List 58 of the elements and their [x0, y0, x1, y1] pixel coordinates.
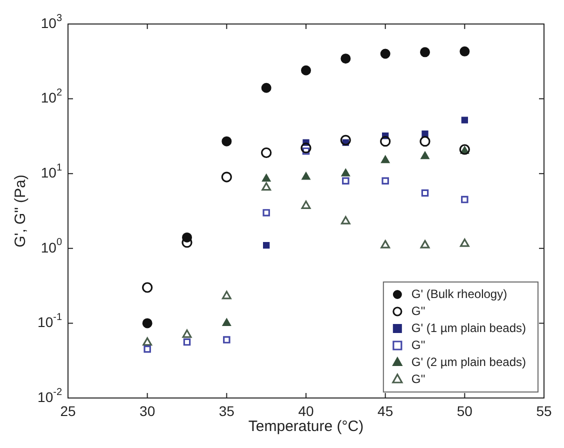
legend-label: G' (1 µm plain beads): [411, 320, 526, 335]
point: [144, 346, 151, 353]
legend-label: G'': [411, 338, 426, 352]
point: [182, 329, 192, 338]
x-tick-label: 40: [298, 402, 314, 419]
point: [301, 65, 311, 76]
point: [460, 238, 470, 247]
point: [302, 147, 310, 155]
point: [342, 177, 350, 184]
point: [340, 134, 351, 146]
x-tick-label: 45: [378, 402, 394, 419]
point: [223, 336, 230, 344]
point: [302, 172, 310, 180]
point: [422, 130, 428, 138]
x-tick-label: 55: [536, 402, 552, 419]
point: [461, 116, 468, 124]
legend-label: G'': [411, 372, 426, 386]
point: [142, 282, 153, 293]
point: [221, 172, 232, 182]
point: [460, 46, 470, 56]
y-axis-title: G', G'' (Pa): [12, 174, 30, 248]
x-tick-label: 25: [60, 402, 76, 419]
point: [142, 318, 152, 328]
point: [341, 168, 350, 176]
point: [300, 142, 312, 154]
point: [420, 151, 430, 160]
x-tick-label: 35: [218, 402, 235, 419]
point: [420, 47, 430, 58]
point: [142, 337, 152, 346]
point: [380, 48, 390, 59]
point: [262, 182, 272, 191]
point: [380, 240, 390, 248]
point: [420, 240, 430, 248]
point: [262, 174, 271, 182]
point: [261, 82, 272, 93]
x-tick-label: 30: [140, 402, 156, 419]
point: [461, 196, 468, 204]
point: [183, 338, 191, 346]
point: [301, 200, 311, 209]
point: [182, 232, 192, 242]
legend-label: G' (Bulk rheology): [411, 286, 508, 301]
point: [222, 136, 232, 146]
point: [380, 136, 391, 147]
point: [421, 189, 429, 197]
x-tick-label: 50: [456, 402, 473, 419]
point: [263, 242, 270, 249]
point: [340, 216, 350, 224]
point: [380, 155, 390, 164]
point: [261, 147, 272, 158]
point: [382, 177, 389, 184]
point: [222, 290, 232, 300]
point: [340, 54, 351, 64]
x-axis-title: Temperature (°C): [248, 418, 364, 436]
point: [222, 318, 232, 326]
point: [420, 136, 430, 147]
legend-label: G' (2 µm plain beads): [411, 354, 526, 369]
legend-label: G'': [411, 304, 426, 318]
point: [262, 209, 270, 216]
